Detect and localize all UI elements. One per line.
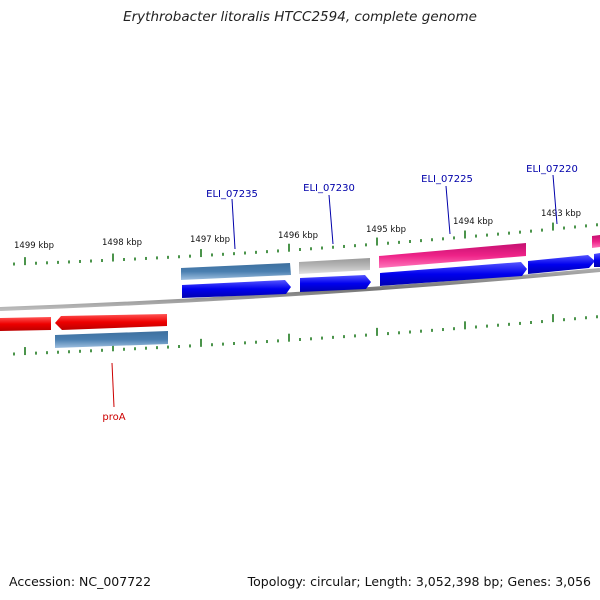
- gene-ELI_07230-feature[interactable]: [299, 258, 370, 274]
- leader-ELI_07230: [328, 194, 334, 245]
- cds-left-edge[interactable]: [0, 317, 51, 331]
- gene-label-ELI_07235[interactable]: ELI_07235: [206, 189, 258, 200]
- leader-proA: [111, 362, 115, 408]
- tick-label-1495: 1495 kbp: [366, 225, 406, 235]
- tick-row-top: [13, 222, 598, 266]
- cds-ELI_07220[interactable]: [528, 255, 595, 274]
- cds-ELI_07230[interactable]: [300, 275, 371, 292]
- tick-label-1499: 1499 kbp: [14, 241, 54, 251]
- cds-proA[interactable]: [55, 314, 167, 330]
- tick-label-1493: 1493 kbp: [541, 209, 581, 219]
- cds-ELI_07225[interactable]: [380, 262, 527, 286]
- gene-label-ELI_07220[interactable]: ELI_07220: [526, 164, 578, 175]
- leader-ELI_07220: [552, 174, 558, 225]
- tick-label-1497: 1497 kbp: [190, 235, 230, 245]
- cds-ELI_07235[interactable]: [182, 280, 291, 298]
- leader-ELI_07235: [231, 198, 236, 250]
- genome-backbone: [0, 268, 600, 311]
- gene-proA-feature[interactable]: [55, 331, 168, 348]
- gene-ELI_07225-feature[interactable]: [379, 243, 526, 268]
- leader-ELI_07225: [445, 185, 451, 235]
- map-title: Erythrobacter litoralis HTCC2594, comple…: [123, 9, 477, 25]
- accession-text: Accession: NC_007722: [9, 574, 152, 589]
- gene-label-proA[interactable]: proA: [102, 412, 125, 423]
- tick-label-1494: 1494 kbp: [453, 217, 493, 227]
- gene-edge-feature[interactable]: [592, 235, 600, 248]
- tick-label-1496: 1496 kbp: [278, 231, 318, 241]
- tick-label-1498: 1498 kbp: [102, 238, 142, 248]
- tick-row-bottom: [13, 314, 598, 356]
- gene-label-ELI_07225[interactable]: ELI_07225: [421, 174, 473, 185]
- gene-label-ELI_07230[interactable]: ELI_07230: [303, 183, 355, 194]
- cds-edge[interactable]: [594, 253, 600, 267]
- topology-text: Topology: circular; Length: 3,052,398 bp…: [247, 574, 591, 589]
- gene-ELI_07235-feature[interactable]: [181, 263, 291, 280]
